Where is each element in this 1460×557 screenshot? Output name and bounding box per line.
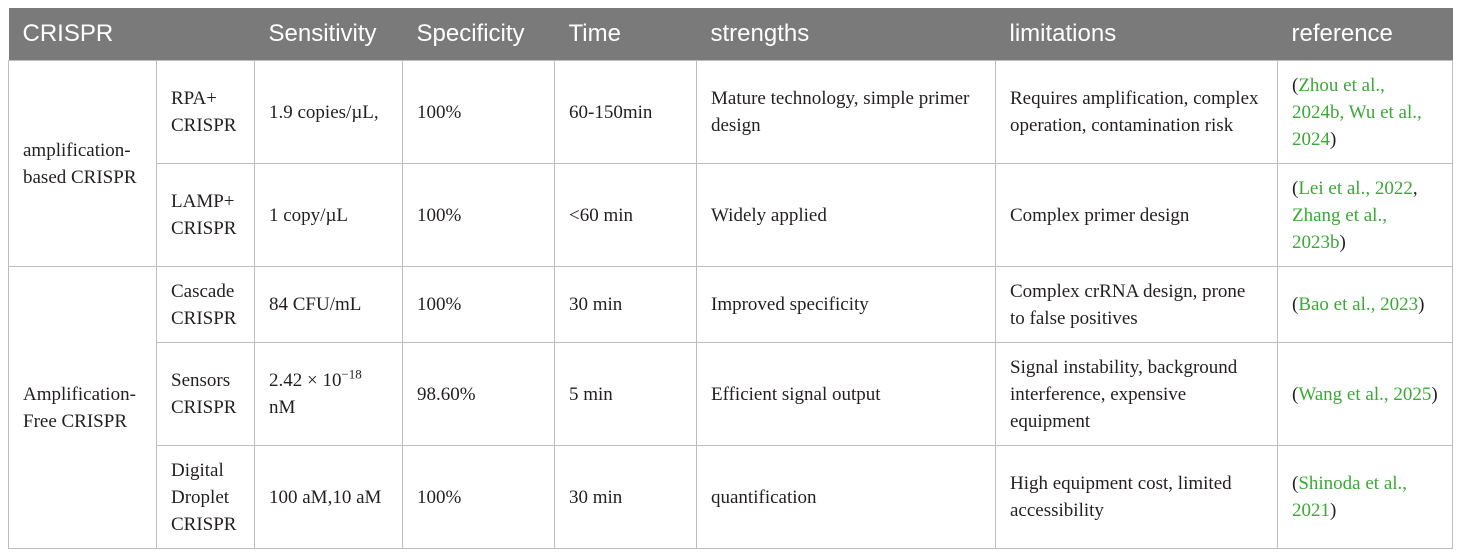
reference-cell: (Shinoda et al., 2021) — [1277, 445, 1453, 549]
table-body: amplification-based CRISPR RPA+ CRISPR 1… — [8, 60, 1453, 549]
method-cell: LAMP+ CRISPR — [156, 163, 255, 267]
method-cell: RPA+ CRISPR — [156, 60, 255, 164]
crispr-comparison-table: CRISPR Sensitivity Specificity Time stre… — [8, 8, 1453, 549]
ref-open-paren: ( — [1292, 383, 1299, 405]
ref-open-paren: ( — [1292, 74, 1299, 96]
method-cell: Sensors CRISPR — [156, 342, 255, 446]
header-sensitivity: Sensitivity — [254, 8, 403, 61]
ref-open-paren: ( — [1292, 177, 1299, 199]
strengths-cell: Widely applied — [696, 163, 996, 267]
strengths-cell: Improved specificity — [696, 266, 996, 343]
specificity-cell: 98.60% — [402, 342, 555, 446]
header-time: Time — [554, 8, 697, 61]
reference-cell: (Bao et al., 2023) — [1277, 266, 1453, 343]
header-limitations: limitations — [995, 8, 1278, 61]
limitations-cell: Complex primer design — [995, 163, 1278, 267]
strengths-cell: quantification — [696, 445, 996, 549]
header-reference: reference — [1277, 8, 1453, 61]
sensitivity-cell: 100 aM,10 aM — [254, 445, 403, 549]
sensitivity-cell: 84 CFU/mL — [254, 266, 403, 343]
reference-link[interactable]: Wang et al., 2025 — [1298, 383, 1432, 405]
table-header: CRISPR Sensitivity Specificity Time stre… — [8, 8, 1453, 61]
ref-close-paren: ) — [1418, 294, 1425, 315]
header-specificity: Specificity — [402, 8, 555, 61]
ref-separator: , — [1339, 101, 1349, 123]
specificity-cell: 100% — [402, 266, 555, 343]
sensitivity-unit: nM — [269, 397, 296, 418]
specificity-cell: 100% — [402, 445, 555, 549]
header-strengths: strengths — [696, 8, 996, 61]
time-cell: 30 min — [554, 266, 697, 343]
time-cell: 60-150min — [554, 60, 697, 164]
limitations-cell: Requires amplification, complex operatio… — [995, 60, 1278, 164]
strengths-cell: Efficient signal output — [696, 342, 996, 446]
ref-close-paren: ) — [1330, 128, 1337, 150]
sensitivity-exponent: −18 — [341, 366, 362, 382]
header-crispr: CRISPR — [8, 8, 255, 61]
table-row: amplification-based CRISPR RPA+ CRISPR 1… — [8, 60, 1453, 267]
reference-link[interactable]: Zhou et al., 2024b — [1292, 74, 1385, 123]
reference-link[interactable]: Bao et al., 2023 — [1298, 294, 1419, 315]
reference-link[interactable]: Zhang et al., 2023b — [1292, 204, 1387, 253]
ref-close-paren: ) — [1330, 500, 1337, 521]
time-cell: 30 min — [554, 445, 697, 549]
ref-separator: , — [1412, 177, 1418, 199]
reference-cell: (Zhou et al., 2024b, Wu et al., 2024) — [1277, 60, 1453, 164]
reference-cell: (Wang et al., 2025) — [1277, 342, 1453, 446]
method-cell: Digital Droplet CRISPR — [156, 445, 255, 549]
reference-link[interactable]: Shinoda et al., 2021 — [1292, 473, 1408, 521]
sensitivity-cell: 2.42 × 10−18 nM — [254, 342, 403, 446]
group-amplification-based: amplification-based CRISPR — [8, 60, 157, 267]
sensitivity-base: 2.42 × 10 — [269, 370, 342, 391]
group-amplification-free: Amplification-Free CRISPR — [8, 266, 157, 549]
time-cell: <60 min — [554, 163, 697, 267]
limitations-cell: Signal instability, background interfere… — [995, 342, 1278, 446]
time-cell: 5 min — [554, 342, 697, 446]
reference-link[interactable]: Lei et al., 2022 — [1298, 177, 1413, 199]
comparison-table-container: CRISPR Sensitivity Specificity Time stre… — [8, 8, 1453, 549]
ref-open-paren: ( — [1292, 473, 1299, 494]
table-row: Amplification-Free CRISPR Cascade CRISPR… — [8, 266, 1453, 549]
header-row: CRISPR Sensitivity Specificity Time stre… — [8, 8, 1453, 61]
sensitivity-cell: 1.9 copies/µL, — [254, 60, 403, 164]
strengths-cell: Mature technology, simple primer design — [696, 60, 996, 164]
method-cell: Cascade CRISPR — [156, 266, 255, 343]
reference-cell: (Lei et al., 2022, Zhang et al., 2023b) — [1277, 163, 1453, 267]
table-row: LAMP+ CRISPR 1 copy/µL 100% <60 min Wide… — [9, 163, 1453, 267]
specificity-cell: 100% — [402, 163, 555, 267]
ref-close-paren: ) — [1339, 231, 1346, 253]
sensitivity-cell: 1 copy/µL — [254, 163, 403, 267]
table-row: Digital Droplet CRISPR 100 aM,10 aM 100%… — [9, 445, 1453, 549]
ref-close-paren: ) — [1431, 383, 1438, 405]
reference-link[interactable]: Wu et al., 2024 — [1292, 101, 1422, 150]
table-row: Sensors CRISPR 2.42 × 10−18 nM 98.60% 5 m… — [9, 342, 1453, 446]
limitations-cell: High equipment cost, limited accessibili… — [995, 445, 1278, 549]
ref-open-paren: ( — [1292, 294, 1299, 315]
limitations-cell: Complex crRNA design, prone to false pos… — [995, 266, 1278, 343]
specificity-cell: 100% — [402, 60, 555, 164]
